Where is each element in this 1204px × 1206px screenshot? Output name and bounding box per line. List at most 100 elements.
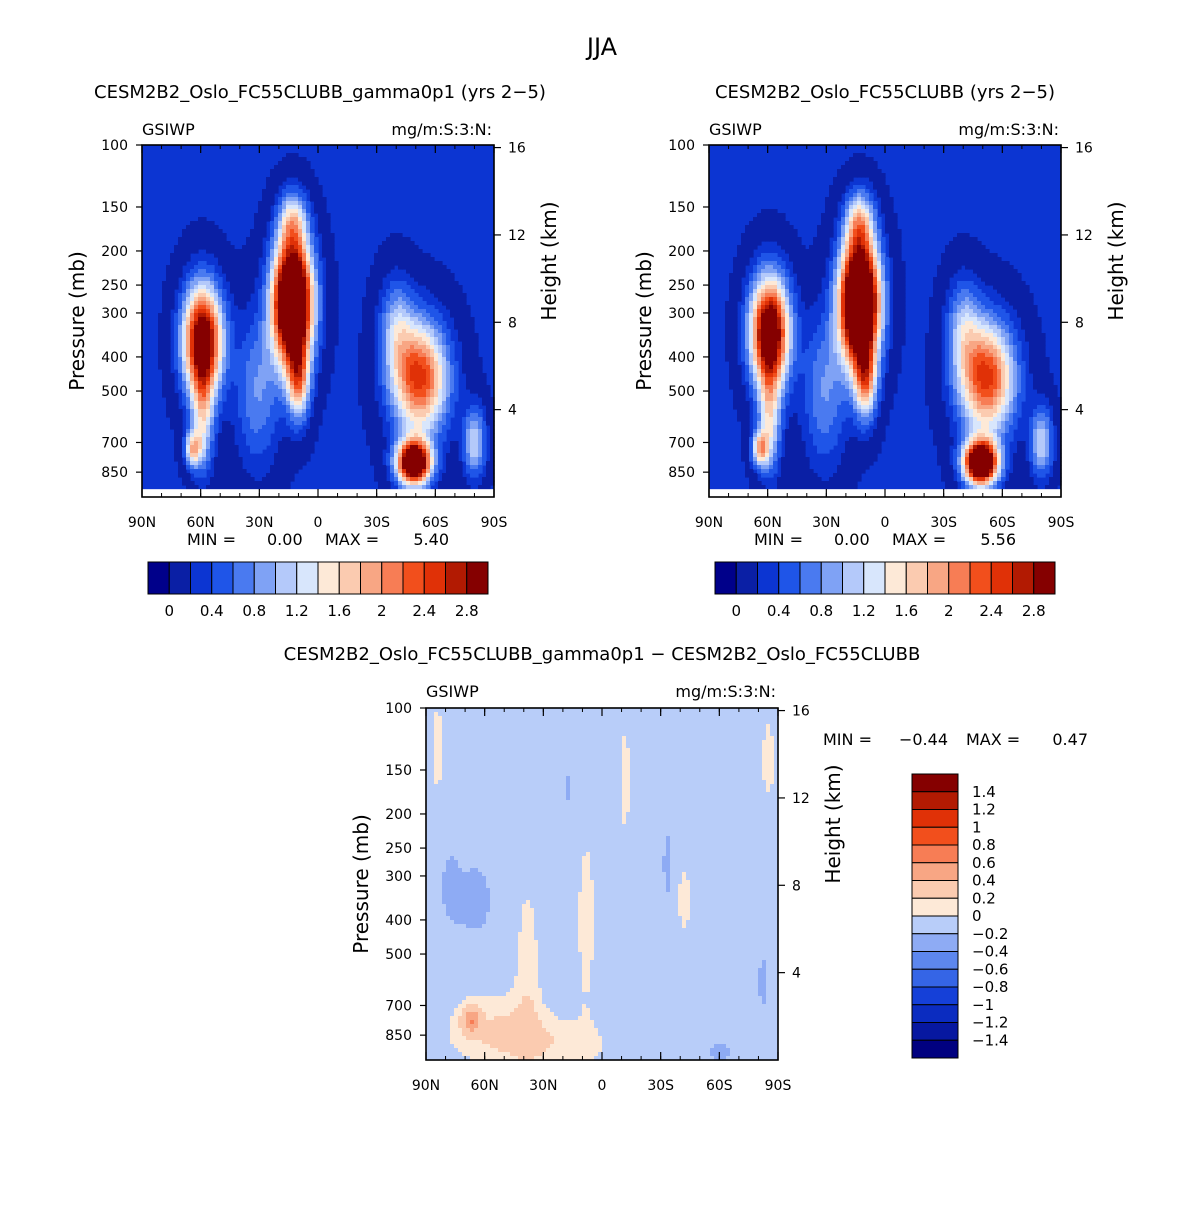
field-cell — [286, 281, 291, 286]
field-cell — [294, 229, 299, 234]
field-cell — [294, 201, 299, 206]
field-cell — [282, 381, 287, 386]
field-cell — [310, 341, 315, 346]
field-cell — [773, 293, 778, 298]
field-cell — [769, 377, 774, 382]
field-cell — [186, 289, 191, 294]
field-cell — [390, 305, 395, 310]
field-cell — [286, 169, 291, 174]
field-cell — [466, 441, 471, 446]
field-cell — [478, 429, 483, 434]
field-cell — [394, 257, 399, 262]
field-cell — [793, 425, 798, 430]
field-cell — [310, 177, 315, 182]
field-cell — [174, 313, 179, 318]
field-cell — [793, 429, 798, 434]
field-cell — [314, 285, 319, 290]
field-cell — [753, 409, 758, 414]
field-cell — [390, 409, 395, 414]
field-cell — [757, 349, 762, 354]
field-cell — [450, 477, 455, 482]
field-cell — [166, 265, 171, 270]
field-cell — [298, 217, 303, 222]
field-cell — [362, 373, 367, 378]
field-cell — [470, 457, 475, 462]
field-cell — [777, 365, 782, 370]
field-cell — [254, 433, 259, 438]
field-cell — [773, 453, 778, 458]
field-cell — [186, 433, 191, 438]
field-cell — [410, 321, 415, 326]
field-cell — [741, 409, 746, 414]
field-cell — [270, 405, 275, 410]
field-cell — [454, 457, 459, 462]
field-cell — [390, 237, 395, 242]
field-cell — [414, 321, 419, 326]
field-cell — [222, 317, 227, 322]
field-cell — [246, 385, 251, 390]
field-cell — [230, 357, 235, 362]
field-cell — [777, 357, 782, 362]
field-cell — [470, 445, 475, 450]
field-cell — [777, 277, 782, 282]
field-cell — [262, 341, 267, 346]
field-cell — [446, 349, 451, 354]
field-cell — [270, 345, 275, 350]
field-cell — [190, 281, 195, 286]
field-cell — [306, 181, 311, 186]
field-cell — [198, 349, 203, 354]
field-cell — [258, 421, 263, 426]
field-cell — [306, 405, 311, 410]
field-cell — [306, 329, 311, 334]
field-cell — [318, 201, 323, 206]
field-cell — [378, 317, 383, 322]
field-cell — [374, 285, 379, 290]
field-cell — [753, 329, 758, 334]
field-cell — [422, 473, 427, 478]
field-cell — [733, 337, 738, 342]
field-cell — [434, 397, 439, 402]
field-cell — [442, 333, 447, 338]
field-cell — [410, 257, 415, 262]
field-cell — [194, 241, 199, 246]
field-cell — [202, 233, 207, 238]
field-cell — [725, 357, 730, 362]
field-cell — [302, 345, 307, 350]
field-cell — [254, 221, 259, 226]
field-cell — [438, 341, 443, 346]
field-cell — [777, 441, 782, 446]
field-cell — [414, 369, 419, 374]
field-cell — [438, 349, 443, 354]
field-cell — [282, 189, 287, 194]
field-cell — [218, 473, 223, 478]
field-cell — [214, 421, 219, 426]
field-cell — [290, 321, 295, 326]
field-cell — [761, 305, 766, 310]
field-cell — [462, 301, 467, 306]
field-cell — [278, 253, 283, 258]
field-cell — [230, 473, 235, 478]
field-cell — [286, 253, 291, 258]
field-cell — [206, 309, 211, 314]
field-cell — [793, 445, 798, 450]
field-cell — [278, 325, 283, 330]
field-cell — [186, 305, 191, 310]
field-cell — [266, 285, 271, 290]
field-cell — [294, 469, 299, 474]
field-cell — [306, 301, 311, 306]
field-cell — [757, 305, 762, 310]
field-cell — [418, 477, 423, 482]
field-cell — [398, 405, 403, 410]
field-cell — [446, 389, 451, 394]
field-cell — [446, 421, 451, 426]
field-cell — [222, 485, 227, 490]
field-cell — [781, 485, 786, 490]
field-cell — [789, 289, 794, 294]
field-cell — [382, 313, 387, 318]
field-cell — [326, 337, 331, 342]
field-cell — [358, 401, 363, 406]
field-cell — [278, 365, 283, 370]
field-cell — [278, 333, 283, 338]
field-cell — [314, 261, 319, 266]
field-cell — [186, 481, 191, 486]
